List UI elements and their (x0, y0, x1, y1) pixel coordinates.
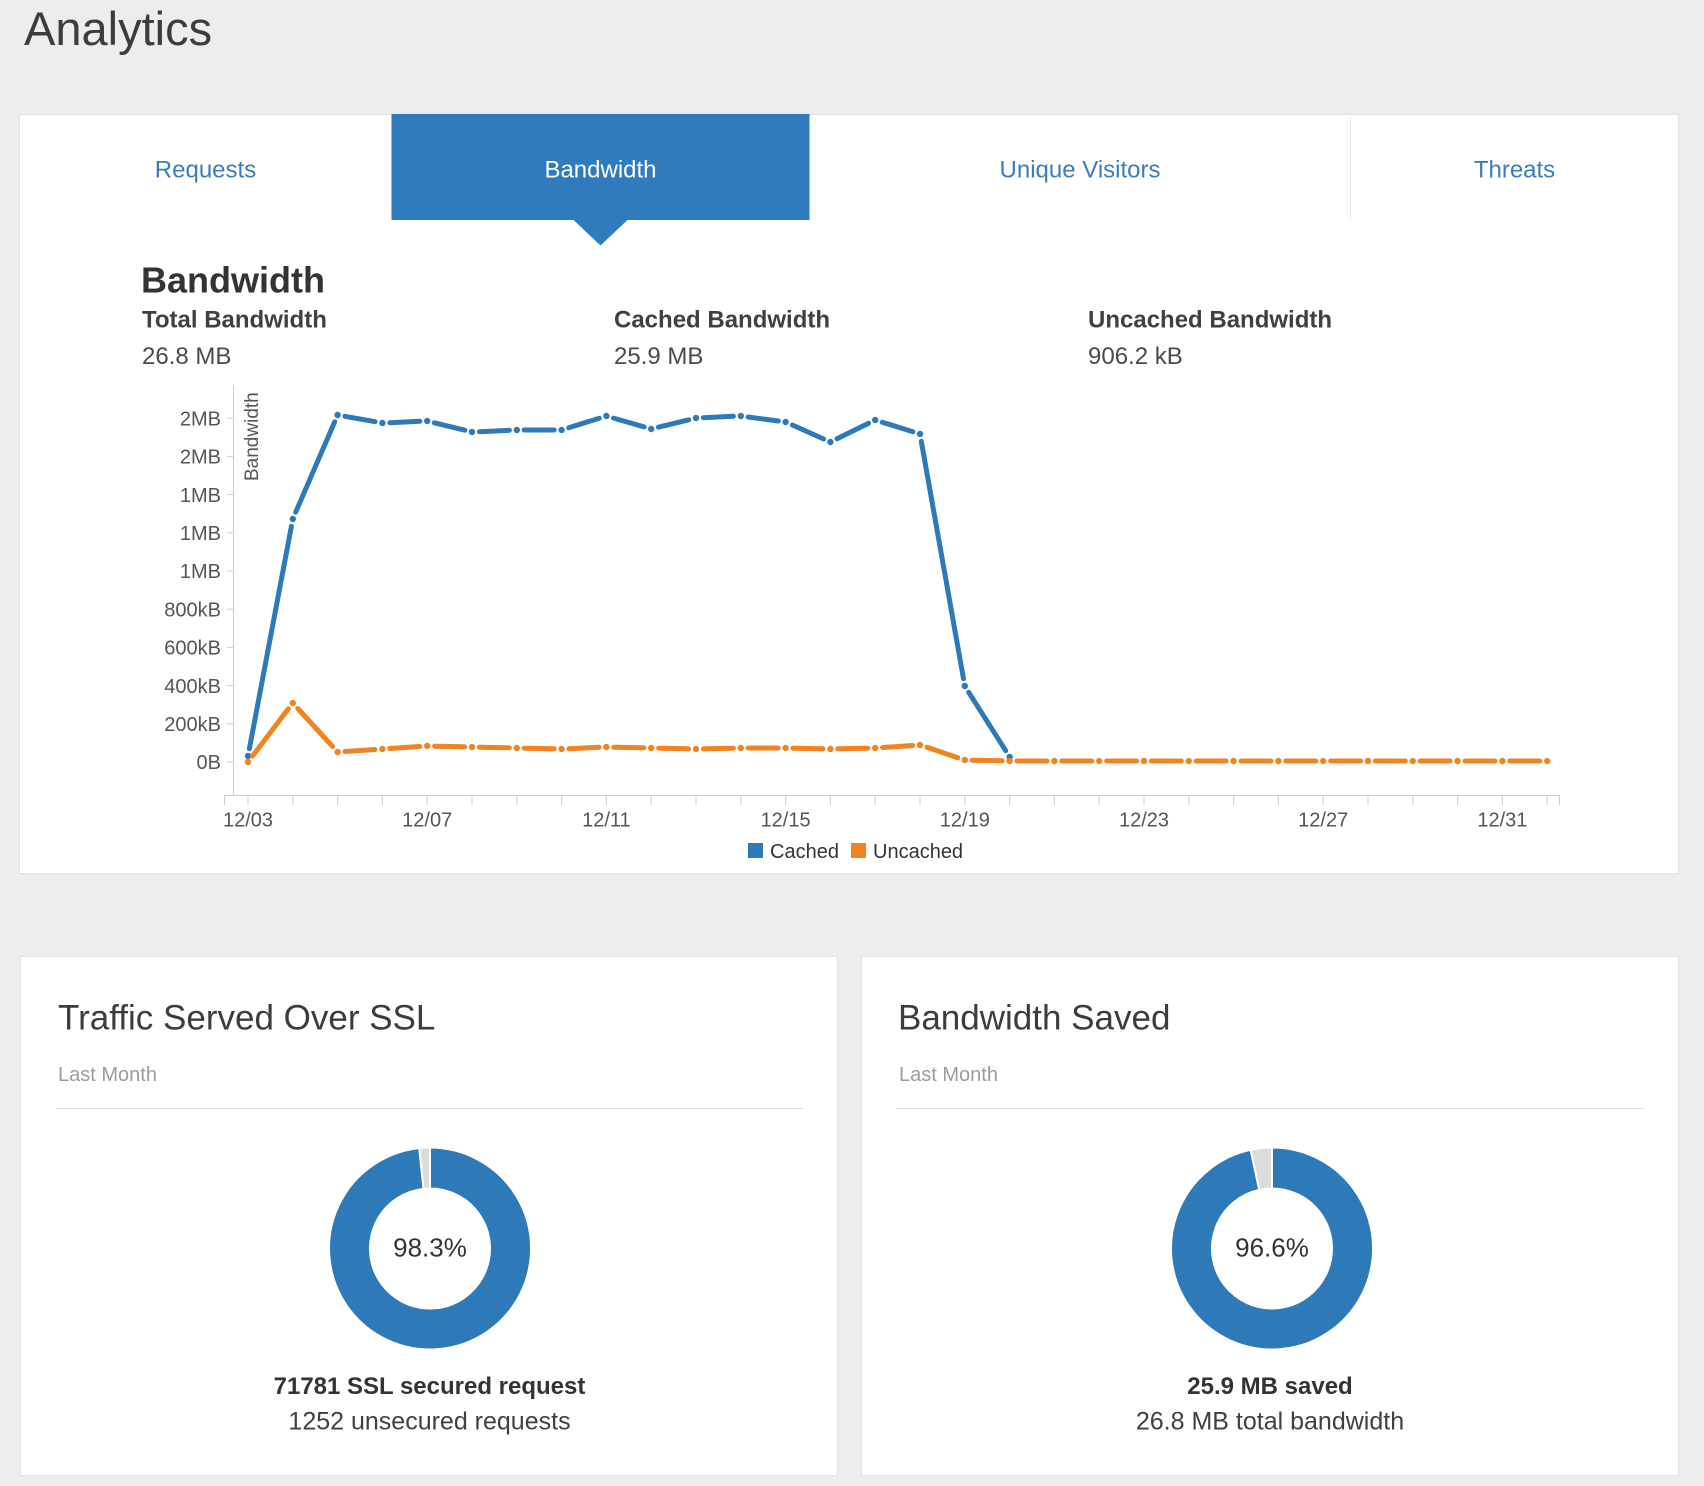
svg-text:1MB: 1MB (180, 561, 221, 583)
svg-text:906.2 kB: 906.2 kB (1088, 343, 1183, 370)
svg-text:25.9 MB: 25.9 MB (614, 343, 703, 370)
svg-text:2MB: 2MB (180, 447, 221, 469)
svg-text:Bandwidth: Bandwidth (242, 392, 263, 481)
svg-text:Last Month: Last Month (899, 1064, 998, 1086)
svg-text:12/15: 12/15 (761, 810, 811, 832)
svg-text:Cached: Cached (770, 841, 839, 863)
svg-text:96.6%: 96.6% (1235, 1233, 1309, 1263)
svg-text:2MB: 2MB (180, 408, 221, 430)
svg-text:Traffic Served Over SSL: Traffic Served Over SSL (58, 999, 435, 1038)
svg-text:26.8 MB: 26.8 MB (142, 343, 231, 370)
svg-text:Total Bandwidth: Total Bandwidth (142, 307, 327, 334)
svg-text:Bandwidth Saved: Bandwidth Saved (898, 999, 1170, 1038)
svg-text:0B: 0B (197, 752, 221, 774)
svg-text:Last Month: Last Month (58, 1064, 157, 1086)
svg-text:Uncached: Uncached (873, 841, 963, 863)
svg-text:12/27: 12/27 (1298, 810, 1348, 832)
svg-text:12/31: 12/31 (1477, 810, 1527, 832)
svg-text:12/07: 12/07 (402, 810, 452, 832)
svg-text:98.3%: 98.3% (393, 1233, 467, 1263)
svg-text:Bandwidth: Bandwidth (141, 260, 325, 301)
svg-text:12/23: 12/23 (1119, 810, 1169, 832)
svg-text:Requests: Requests (155, 157, 256, 184)
svg-text:Analytics: Analytics (24, 2, 212, 55)
svg-text:1252 unsecured requests: 1252 unsecured requests (288, 1408, 570, 1436)
svg-text:71781 SSL secured request: 71781 SSL secured request (274, 1373, 586, 1400)
svg-text:Threats: Threats (1474, 157, 1555, 184)
svg-text:12/03: 12/03 (223, 810, 273, 832)
svg-text:1MB: 1MB (180, 523, 221, 545)
svg-text:26.8 MB total bandwidth: 26.8 MB total bandwidth (1136, 1408, 1404, 1436)
svg-text:Unique Visitors: Unique Visitors (1000, 157, 1161, 184)
svg-text:600kB: 600kB (164, 638, 221, 660)
svg-text:Bandwidth: Bandwidth (544, 157, 656, 184)
svg-text:Uncached Bandwidth: Uncached Bandwidth (1088, 307, 1332, 334)
svg-text:400kB: 400kB (164, 676, 221, 698)
svg-text:800kB: 800kB (164, 599, 221, 621)
svg-text:12/19: 12/19 (940, 810, 990, 832)
svg-text:200kB: 200kB (164, 714, 221, 736)
svg-text:Cached Bandwidth: Cached Bandwidth (614, 307, 830, 334)
svg-text:12/11: 12/11 (582, 810, 631, 832)
svg-text:1MB: 1MB (180, 485, 221, 507)
svg-text:25.9 MB saved: 25.9 MB saved (1187, 1373, 1352, 1400)
